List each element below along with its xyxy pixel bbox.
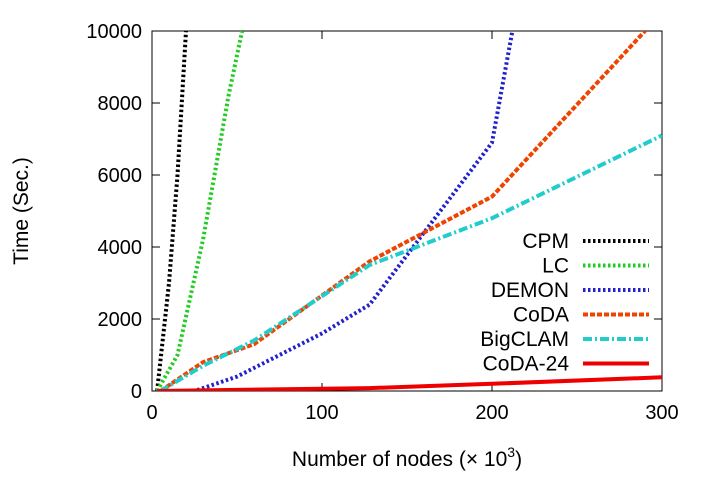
x-tick-label: 300 [645, 402, 678, 424]
axis-ticks: 0 100 200 300 0 2000 4000 6000 8000 10000 [86, 21, 678, 424]
x-tick-label: 0 [146, 402, 157, 424]
y-tick-label: 10000 [86, 21, 142, 43]
y-axis-title: Time (Sec.) [10, 157, 33, 265]
series-line-cpm [155, 31, 188, 391]
x-tick-label: 200 [475, 402, 508, 424]
y-tick-label: 6000 [98, 165, 143, 187]
x-axis-title-close: ) [515, 448, 522, 471]
plot-frame [151, 30, 663, 392]
legend-label-coda-24: CoDA-24 [483, 353, 570, 376]
x-axis-title: Number of nodes (× 103) [292, 444, 522, 471]
y-tick-label: 2000 [98, 309, 143, 331]
x-axis-title-superscript: 3 [507, 444, 515, 460]
legend-label-bigclam: BigCLAM [480, 328, 569, 351]
series-line-lc [155, 31, 245, 391]
legend-label-demon: DEMON [491, 279, 569, 302]
series-lines [155, 31, 662, 391]
y-tick-label: 8000 [98, 93, 143, 115]
series-line-demon [177, 31, 515, 391]
series-line-bigclam [159, 133, 662, 391]
x-tick-label: 100 [305, 402, 338, 424]
series-line-coda [159, 31, 647, 391]
y-tick-label: 4000 [98, 237, 143, 259]
legend-label-coda: CoDA [513, 304, 569, 327]
y-tick-label: 0 [131, 381, 142, 403]
legend-label-cpm: CPM [522, 230, 569, 253]
series-line-coda-24 [157, 375, 662, 391]
legend-label-lc: LC [542, 255, 569, 278]
